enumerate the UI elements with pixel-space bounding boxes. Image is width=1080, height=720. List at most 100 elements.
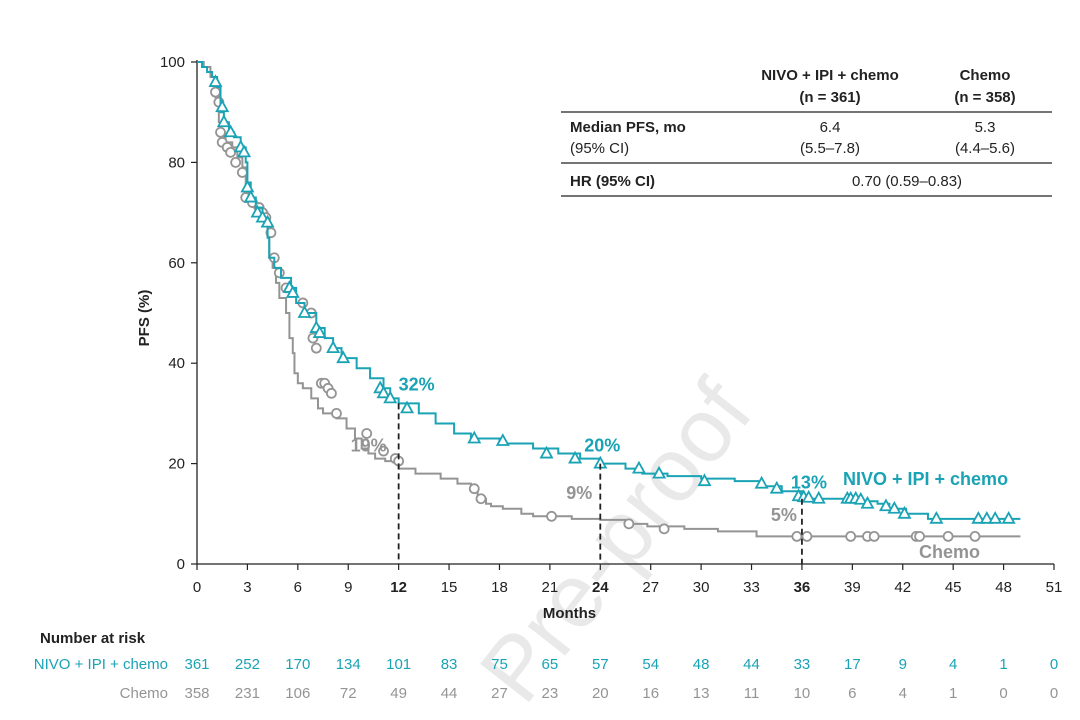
risk-value-chemo: 231 [235,685,260,702]
risk-value-nivo: 9 [899,656,907,673]
censor-marker-nivo [853,491,868,505]
risk-value-nivo: 54 [642,656,659,673]
censor-marker-nivo [887,500,902,514]
censor-marker-nivo [376,385,391,399]
risk-value-nivo: 252 [235,656,260,673]
censor-marker-chemo [468,483,480,495]
censor-marker-chemo [310,342,322,354]
censor-marker-nivo [568,450,583,464]
landmark-label-chemo: 5% [771,505,797,525]
x-tick-label: 27 [642,579,659,596]
censor-marker-nivo [988,510,1003,524]
x-tick-label: 12 [390,579,407,596]
summary-table: NIVO + IPI + chemo (n = 361) Chemo (n = 358… [561,67,1052,197]
table-median-nivo: 6.4 [820,119,841,136]
risk-value-chemo: 16 [642,685,659,702]
censor-marker-chemo [361,428,373,439]
risk-value-nivo: 33 [794,656,811,673]
risk-value-nivo: 134 [336,656,361,673]
risk-value-chemo: 0 [999,685,1007,702]
censor-marker-nivo [860,495,875,509]
table-col1-header: NIVO + IPI + chemo [761,67,899,84]
table-hr-value: 0.70 (0.59–0.83) [852,173,962,190]
table-median-chemo: 5.3 [975,119,996,136]
x-tick-label: 18 [491,579,508,596]
censor-marker-nivo [285,285,300,298]
watermark-text: Pre-proof [461,362,771,720]
censor-marker-nivo [336,350,351,364]
risk-value-chemo: 11 [744,685,760,702]
risk-value-nivo: 17 [844,656,861,673]
table-row2-label: HR (95% CI) [570,173,655,190]
censor-marker-nivo [467,430,482,444]
censor-marker-chemo [546,510,557,522]
x-tick-label: 39 [844,579,861,596]
risk-value-chemo: 0 [1050,685,1058,702]
risk-value-chemo: 44 [441,685,458,702]
censor-marker-nivo [495,433,510,446]
table-col2-header: Chemo [960,67,1011,84]
series-layer [197,61,1021,542]
risk-value-chemo: 27 [491,685,508,702]
censor-marker-nivo [979,510,994,524]
censor-marker-nivo [878,498,893,512]
censor-marker-nivo [208,74,223,87]
risk-row-label-nivo: NIVO + IPI + chemo [34,656,168,673]
censor-marker-chemo [331,407,342,419]
risk-value-chemo: 49 [390,685,407,702]
censor-marker-chemo [942,530,954,542]
risk-value-chemo: 13 [693,685,710,702]
axes: 0 3 6 9 12 15 18 21 24 27 30 33 36 39 42 45 48 5102040608… [136,54,1062,622]
series-nivo [197,61,1021,524]
risk-value-nivo: 57 [592,656,609,673]
x-tick-label: 9 [344,579,352,596]
risk-value-nivo: 44 [743,656,760,673]
censor-marker-chemo [225,146,237,158]
x-tick-label: 30 [693,579,710,596]
risk-table-title: Number at risk [40,630,146,647]
series-line-chemo [197,61,1021,538]
risk-value-nivo: 83 [441,656,458,673]
censor-marker-nivo [971,510,986,524]
censor-marker-chemo [658,523,670,535]
table-ci-chemo: (4.4–5.6) [955,140,1015,157]
landmark-label-nivo: 32% [399,374,435,394]
risk-value-chemo: 358 [184,685,209,702]
censor-marker-nivo [631,460,646,474]
censor-marker-nivo [383,390,398,404]
censor-marker-nivo [297,305,312,318]
risk-value-chemo: 72 [340,685,357,702]
risk-value-nivo: 0 [1050,656,1058,673]
censor-marker-nivo [539,445,554,459]
censor-marker-chemo [230,156,242,168]
censor-marker-chemo [475,493,487,505]
table-ci-nivo: (5.5–7.8) [800,140,860,157]
x-tick-label: 36 [794,579,811,596]
x-tick-label: 42 [894,579,911,596]
x-tick-label: 48 [995,579,1012,596]
risk-row-label-chemo: Chemo [120,685,168,702]
table-col2-n: (n = 358) [954,89,1015,106]
x-tick-label: 45 [945,579,962,596]
censor-marker-nivo [811,490,826,504]
censor-marker-nivo [697,473,712,487]
risk-value-nivo: 48 [693,656,710,673]
watermark-layer: Pre-proof [461,362,771,720]
landmark-label-chemo: 19% [351,436,387,456]
series-label-chemo: Chemo [919,542,980,562]
risk-value-chemo: 1 [949,685,957,702]
risk-value-nivo: 65 [542,656,559,673]
x-tick-label: 6 [294,579,302,596]
censor-marker-chemo [914,530,925,542]
table-row1-sublabel: (95% CI) [570,140,629,157]
x-axis-title: Months [543,605,596,622]
x-tick-label: 33 [743,579,760,596]
censor-marker-nivo [897,505,912,519]
table-row1-label: Median PFS, mo [570,119,686,136]
landmark-label-nivo: 13% [791,473,827,493]
censor-marker-chemo [236,167,248,178]
y-tick-label: 60 [168,255,185,272]
risk-value-chemo: 6 [848,685,856,702]
censor-marker-nivo [754,475,769,489]
